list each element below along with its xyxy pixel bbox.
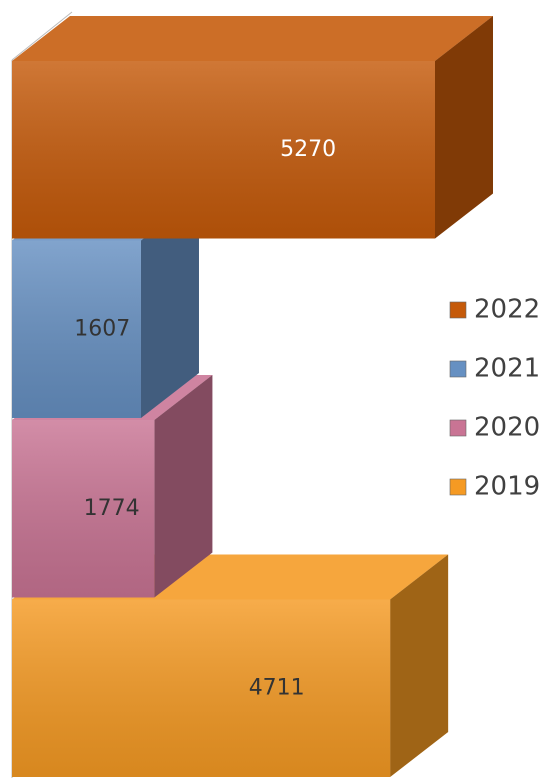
legend-label: 2022 bbox=[474, 295, 540, 325]
bar-side-shade bbox=[140, 195, 199, 418]
legend-label: 2020 bbox=[474, 413, 540, 443]
bar-side bbox=[435, 16, 493, 239]
bar-side bbox=[390, 554, 449, 777]
bar-shine bbox=[12, 240, 141, 418]
value-label: 1607 bbox=[74, 316, 130, 341]
legend-swatch bbox=[449, 360, 467, 378]
bar-side bbox=[154, 375, 213, 598]
legend-swatch bbox=[449, 478, 467, 496]
bar-shine bbox=[12, 420, 155, 598]
bar-shine bbox=[12, 599, 391, 777]
bar-top-shade bbox=[12, 16, 493, 61]
bar-shine bbox=[12, 61, 435, 239]
bar-side bbox=[140, 195, 199, 418]
bar-side-shade bbox=[154, 375, 213, 598]
legend-swatch bbox=[449, 301, 467, 319]
bar-side-shade bbox=[390, 554, 449, 777]
bar-top bbox=[12, 16, 493, 61]
legend-label: 2021 bbox=[474, 354, 540, 384]
value-label: 5270 bbox=[280, 137, 336, 162]
value-label: 1774 bbox=[84, 496, 140, 521]
value-label: 4711 bbox=[249, 675, 305, 700]
legend-label: 2019 bbox=[474, 472, 540, 502]
legend-swatch bbox=[449, 419, 467, 437]
bar-side-shade bbox=[435, 16, 493, 239]
axis-wall bbox=[11, 11, 73, 61]
